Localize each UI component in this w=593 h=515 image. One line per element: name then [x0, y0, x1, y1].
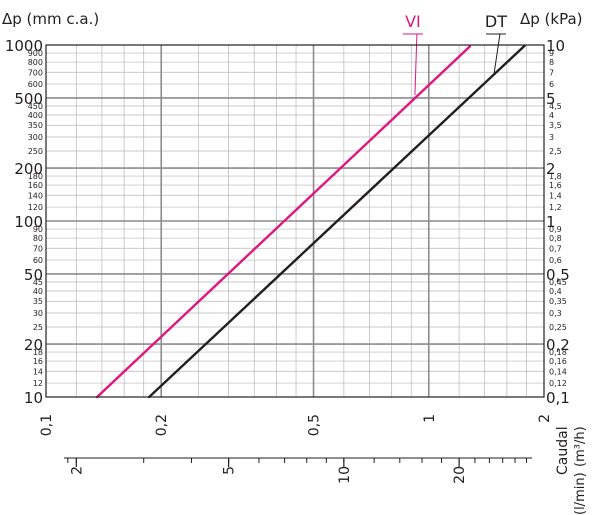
bottom-axis-units-m3h: (m³/h): [573, 426, 588, 467]
y-right-minor-label: 0,9: [549, 225, 562, 234]
y-right-minor-label: 4,5: [549, 102, 562, 111]
y-right-minor-label: 0,8: [549, 234, 562, 243]
y-right-minor-label: 9: [549, 49, 554, 58]
y-left-minor-label: 450: [28, 102, 43, 111]
series-label-vi: VI: [405, 12, 421, 31]
x-lmin-label: 5: [222, 466, 238, 475]
y-right-minor-label: 6: [549, 80, 554, 89]
y-right-major-label: 0,1: [546, 389, 570, 407]
y-right-major-label: 5: [546, 90, 556, 108]
y-right-minor-label: 2,5: [549, 147, 562, 156]
y-right-minor-label: 0,45: [549, 278, 567, 287]
y-left-minor-label: 160: [28, 181, 43, 190]
series-label-dt: DT: [485, 12, 507, 31]
x-m3h-label: 1: [422, 414, 438, 423]
y-right-minor-label: 0,18: [549, 348, 567, 357]
y-left-minor-label: 600: [28, 80, 43, 89]
series-line-dt: [147, 44, 526, 399]
y-right-minor-label: 0,25: [549, 323, 567, 332]
y-right-major-label: 1: [546, 213, 556, 231]
y-left-minor-label: 800: [28, 58, 43, 67]
y-right-minor-label: 0,12: [549, 379, 567, 388]
y-left-minor-label: 60: [33, 256, 43, 265]
y-left-minor-label: 250: [28, 147, 43, 156]
y-right-minor-label: 1,6: [549, 181, 562, 190]
y-right-minor-label: 3: [549, 133, 554, 142]
y-left-minor-label: 16: [33, 357, 43, 366]
y-left-minor-label: 900: [28, 49, 43, 58]
x-lmin-label: 10: [337, 466, 353, 484]
y-left-minor-label: 45: [33, 278, 43, 287]
y-left-minor-label: 80: [33, 234, 43, 243]
plot-frame: [45, 44, 545, 398]
y-right-major-label: 0,5: [546, 266, 570, 284]
x-lmin-label: 2: [69, 466, 85, 475]
y-left-minor-label: 70: [33, 244, 43, 253]
x-m3h-label: 2: [537, 414, 553, 423]
y-right-major-label: 0,2: [546, 336, 570, 354]
x-lmin-label: 20: [452, 466, 468, 484]
right-axis-label: Δp (kPa): [520, 10, 583, 28]
bottom-axis-label: Caudal: [555, 426, 571, 475]
y-right-minor-label: 1,4: [549, 191, 562, 200]
y-right-minor-label: 0,6: [549, 256, 562, 265]
y-right-minor-label: 1,2: [549, 203, 562, 212]
y-left-minor-label: 18: [33, 348, 43, 357]
y-right-minor-label: 0,7: [549, 244, 562, 253]
y-left-minor-label: 700: [28, 68, 43, 77]
y-right-minor-label: 4: [549, 111, 554, 120]
y-right-minor-label: 1,8: [549, 172, 562, 181]
y-right-minor-label: 0,16: [549, 357, 567, 366]
y-left-minor-label: 25: [33, 323, 43, 332]
x-m3h-label: 0,1: [39, 414, 55, 436]
series-line-vi: [95, 45, 472, 399]
y-right-major-label: 10: [546, 37, 565, 55]
y-left-minor-label: 300: [28, 133, 43, 142]
y-left-minor-label: 12: [33, 379, 43, 388]
series-layer: VI DT: [95, 12, 526, 399]
y-left-minor-label: 90: [33, 225, 43, 234]
y-right-minor-label: 0,35: [549, 297, 567, 306]
y-left-minor-label: 30: [33, 309, 43, 318]
y-left-major-label: 1000: [5, 37, 43, 55]
series-leader-dt: [493, 33, 501, 75]
y-left-major-label: 10: [24, 389, 43, 407]
y-left-minor-label: 40: [33, 287, 43, 296]
series-leader-vi: [414, 33, 418, 95]
y-right-minor-label: 0,14: [549, 367, 567, 376]
y-left-major-label: 500: [14, 90, 43, 108]
bottom-axis-units-lmin: (l/min): [573, 472, 588, 515]
y-left-minor-label: 120: [28, 203, 43, 212]
y-left-minor-label: 140: [28, 191, 43, 200]
y-right-minor-label: 7: [549, 68, 554, 77]
y-right-major-label: 2: [546, 160, 556, 178]
plot-border: [45, 44, 545, 398]
y-left-minor-label: 35: [33, 297, 43, 306]
y-left-minor-label: 400: [28, 111, 43, 120]
y-right-minor-label: 3,5: [549, 121, 562, 130]
x-m3h-label: 0,5: [307, 414, 323, 436]
y-right-minor-label: 0,3: [549, 309, 562, 318]
x-m3h-label: 0,2: [154, 414, 170, 436]
y-left-major-label: 50: [24, 266, 43, 284]
y-right-minor-label: 8: [549, 58, 554, 67]
y-left-minor-label: 14: [33, 367, 43, 376]
y-left-major-label: 20: [24, 336, 43, 354]
y-left-minor-label: 350: [28, 121, 43, 130]
y-left-major-label: 200: [14, 160, 43, 178]
left-axis-label: Δp (mm c.a.): [2, 10, 99, 28]
y-left-minor-label: 180: [28, 172, 43, 181]
tick-labels: 1020501002005001000121416182530354045607…: [5, 37, 570, 484]
y-left-major-label: 100: [14, 213, 43, 231]
y-right-minor-label: 0,4: [549, 287, 562, 296]
